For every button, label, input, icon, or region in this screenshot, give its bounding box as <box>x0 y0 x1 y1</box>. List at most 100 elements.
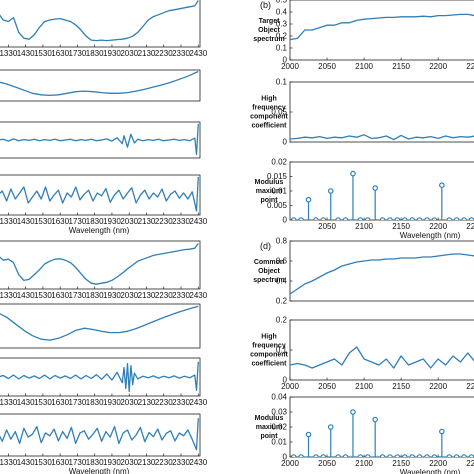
x-tick-label: 1630 <box>51 49 69 58</box>
y-tick-label: 0.2 <box>276 32 288 41</box>
x-tick-label: 1430 <box>17 398 35 407</box>
y-tick-label: 0.02 <box>271 158 287 167</box>
panel-c1: 1330 1430 1530 1630 1730 1830 1930 2030 2130 2230… <box>0 240 208 300</box>
plot-frame <box>289 161 474 221</box>
plot-area <box>290 13 474 41</box>
x-axis-label: Wavelength (nm) <box>400 468 461 474</box>
panel-b3: 2050 2100 2150 2200 2250 0 0.005 0.01 0.015 0.02 W… <box>255 158 474 240</box>
row-label: spectrum <box>253 277 285 284</box>
row-label: component <box>250 352 288 359</box>
plot-area <box>0 123 199 156</box>
x-tick-label: 2200 <box>429 382 447 391</box>
x-tick-label: 1430 <box>17 458 35 467</box>
row-label: coefficient <box>251 361 287 368</box>
y-tick-label: 0 <box>283 56 288 65</box>
x-tick-label: 1330 <box>0 398 18 407</box>
stem-marker <box>305 196 312 203</box>
series-line <box>0 123 199 156</box>
stem-marker <box>305 431 312 438</box>
stem-marker <box>394 454 401 457</box>
x-tick-label: 1330 <box>0 217 18 226</box>
stem-marker <box>402 217 408 220</box>
stem-marker <box>402 454 408 457</box>
plot-area <box>290 134 474 141</box>
row-label: Common <box>254 259 284 266</box>
x-tick-label: 2130 <box>138 291 156 300</box>
x-tick-label: 2150 <box>392 222 410 231</box>
stem-marker <box>439 428 445 435</box>
row-label: maxium <box>256 188 282 195</box>
x-tick-label: 2030 <box>120 458 138 467</box>
x-tick-label: 2030 <box>120 49 138 58</box>
stem-marker <box>431 217 438 220</box>
plot-frame <box>0 69 201 102</box>
x-tick-label: 2000 <box>281 62 299 71</box>
x-tick-label: 2130 <box>138 398 156 407</box>
x-tick-label: 1630 <box>51 217 69 226</box>
x-tick-label: 1830 <box>86 291 104 300</box>
stem-marker <box>350 409 356 415</box>
plot-area <box>0 70 199 97</box>
plot-frame <box>289 396 474 458</box>
stem-marker <box>364 217 371 220</box>
x-tick-label: 1630 <box>51 458 69 467</box>
x-tick-label: 1930 <box>103 291 121 300</box>
plot-area <box>0 361 199 393</box>
x-tick-label: 1530 <box>34 458 52 467</box>
y-tick-label: 0.03 <box>271 408 287 417</box>
x-tick-label: 1430 <box>17 217 35 226</box>
plot-frame <box>0 174 201 216</box>
stem-marker <box>327 424 334 430</box>
y-tick-label: 0.01 <box>271 438 287 447</box>
y-tick-label: 0 <box>283 216 288 225</box>
stem-marker <box>335 454 341 457</box>
x-tick-label: 2330 <box>172 217 190 226</box>
y-tick-label: 0.015 <box>267 172 288 181</box>
x-tick-label: 2330 <box>172 458 190 467</box>
x-tick-label: 2050 <box>318 382 336 391</box>
stem-marker <box>342 217 349 220</box>
x-tick-label: 2030 <box>120 398 138 407</box>
stem-marker <box>468 217 474 220</box>
x-tick-label: 2200 <box>429 222 447 231</box>
y-tick-label: 0.02 <box>271 423 287 432</box>
row-label: High <box>261 96 277 103</box>
stem-marker <box>387 217 393 220</box>
series-line <box>0 176 199 212</box>
stem-marker <box>372 185 378 191</box>
panel-c4: 1330 1430 1530 1630 1730 1830 1930 2030 2130 2230… <box>0 413 208 474</box>
x-tick-label: 1730 <box>69 217 87 226</box>
x-tick-label: 2200 <box>429 62 447 71</box>
y-tick-label: 0.4 <box>276 8 288 17</box>
x-tick-label: 1530 <box>34 398 52 407</box>
x-tick-label: 2150 <box>392 382 410 391</box>
series-line <box>290 134 474 141</box>
series-line <box>0 361 199 393</box>
plot-area <box>0 305 199 341</box>
x-tick-label: 2050 <box>318 222 336 231</box>
panel-c2 <box>0 303 201 349</box>
y-tick-label: 0.01 <box>271 187 287 196</box>
row-label: coefficient <box>251 123 287 130</box>
x-tick-label: 1830 <box>86 217 104 226</box>
plot-frame <box>289 0 474 61</box>
x-axis-label: Wavelength (nm) <box>400 231 461 240</box>
panel-c3: 1330 1430 1530 1630 1730 1830 1930 2030 2130 2230… <box>0 357 208 407</box>
plot-frame <box>0 303 201 349</box>
x-tick-label: 2430 <box>189 458 207 467</box>
x-tick-label: 2050 <box>318 62 336 71</box>
row-label: maxium <box>256 424 282 431</box>
x-tick-label: 2250 <box>466 222 474 231</box>
x-tick-label: 1930 <box>103 398 121 407</box>
y-tick-label: 0.2 <box>276 297 288 306</box>
x-axis-label: Wavelength (nm) <box>69 467 130 474</box>
x-tick-label: 1830 <box>86 458 104 467</box>
x-tick-label: 1830 <box>86 398 104 407</box>
x-tick-label: 2230 <box>155 291 173 300</box>
stem-marker <box>387 454 393 457</box>
plot-frame <box>289 319 474 381</box>
stem-marker <box>327 188 334 194</box>
y-tick-label: 0.3 <box>276 20 288 29</box>
x-axis-label: Wavelength (nm) <box>69 226 130 235</box>
